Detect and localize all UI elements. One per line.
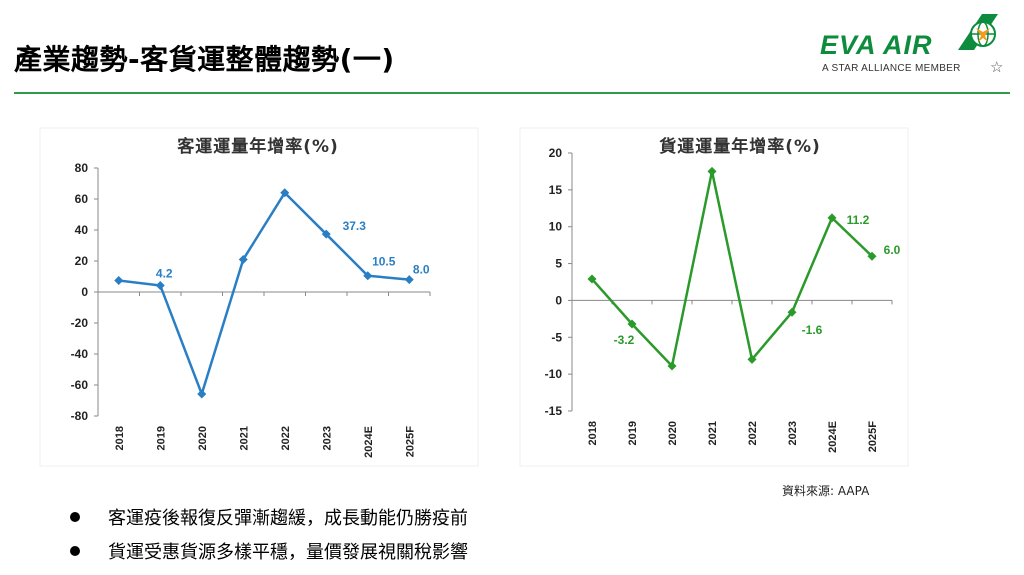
source-note: 資料來源: AAPA: [782, 484, 870, 498]
x-tick-label: 2020: [667, 421, 679, 445]
data-label: 6.0: [884, 243, 901, 257]
y-tick-label: -15: [545, 404, 563, 418]
series-line: [118, 191, 410, 396]
data-point: [363, 271, 373, 281]
x-tick-label: 2024E: [827, 421, 839, 453]
x-tick-label: 2023: [787, 421, 799, 445]
data-label: 8.0: [413, 263, 430, 277]
data-point: [667, 361, 677, 371]
data-point: [321, 229, 331, 239]
bullet-text: 貨運受惠貨源多樣平穩，量價發展視關稅影響: [108, 542, 468, 563]
data-point: [707, 166, 717, 176]
x-tick-label: 2018: [114, 426, 126, 450]
bullet-item: 客運疫後報復反彈漸趨緩，成長動能仍勝疫前: [70, 500, 468, 534]
x-tick-label: 2023: [321, 426, 333, 450]
bullet-item: 貨運受惠貨源多樣平穩，量價發展視關稅影響: [70, 534, 468, 568]
bullet-list: 客運疫後報復反彈漸趨緩，成長動能仍勝疫前 貨運受惠貨源多樣平穩，量價發展視關稅影…: [70, 500, 468, 568]
y-tick-label: -80: [71, 409, 89, 423]
bullet-text: 客運疫後報復反彈漸趨緩，成長動能仍勝疫前: [108, 508, 468, 529]
header-divider: [14, 92, 1010, 94]
y-tick-label: -10: [545, 367, 563, 381]
star-alliance-icon: ☆: [990, 58, 1004, 76]
cargo-growth-chart: 貨運運量年增率(%) -15 -10 -5 0 5 10 15 20 2018 2019 2020 20…: [519, 127, 909, 467]
x-tick-label: 2021: [707, 421, 719, 445]
y-tick-label: 10: [549, 220, 563, 234]
bullet-dot-icon: [70, 512, 80, 522]
data-point: [404, 275, 414, 285]
series-line: [591, 170, 873, 368]
y-tick-label: -20: [71, 316, 89, 330]
x-tick-label: 2019: [155, 426, 167, 450]
data-label: 11.2: [847, 213, 870, 227]
x-tick-label: 2024E: [363, 426, 375, 458]
logo-tagline: A STAR ALLIANCE MEMBER: [822, 63, 961, 74]
x-tick-label: 2025F: [404, 426, 416, 457]
data-label: -1.6: [802, 323, 823, 337]
x-tick-label: 2018: [587, 421, 599, 445]
y-tick-label: 5: [555, 257, 562, 271]
y-tick-label: 80: [75, 161, 89, 175]
data-point: [155, 280, 165, 290]
data-label: 10.5: [372, 255, 396, 269]
y-tick-label: 20: [549, 146, 563, 160]
x-tick-label: 2021: [238, 426, 250, 450]
data-point: [827, 213, 837, 223]
data-label: 4.2: [156, 266, 173, 280]
y-tick-label: 0: [81, 285, 88, 299]
y-tick-label: -5: [551, 330, 562, 344]
data-point: [627, 319, 637, 329]
y-tick-label: 40: [75, 223, 89, 237]
data-point: [280, 188, 290, 198]
data-point: [114, 276, 124, 286]
chart-panel: [39, 127, 479, 467]
eva-globe-icon: [958, 14, 998, 50]
y-tick-label: -60: [71, 378, 89, 392]
x-tick-label: 2020: [197, 426, 209, 450]
bullet-dot-icon: [70, 546, 80, 556]
x-tick-label: 2025F: [867, 421, 879, 452]
chart-title: 客運運量年增率(%): [176, 136, 339, 157]
y-tick-label: 15: [549, 183, 563, 197]
x-tick-label: 2022: [747, 421, 759, 445]
page-title: 產業趨勢-客貨運整體趨勢(一): [14, 43, 395, 76]
chart-title: 貨運運量年增率(%): [659, 136, 821, 157]
data-label: -3.2: [614, 333, 635, 347]
data-point: [787, 307, 797, 317]
x-tick-label: 2019: [627, 421, 639, 445]
data-point: [238, 254, 248, 264]
data-point: [587, 274, 597, 284]
logo-wordmark: EVA AIR: [820, 30, 933, 60]
data-point: [197, 389, 207, 399]
data-point: [867, 251, 877, 261]
data-point: [747, 354, 757, 364]
y-tick-label: -40: [71, 347, 89, 361]
y-tick-label: 20: [75, 254, 89, 268]
passenger-growth-chart: 客運運量年增率(%) -80 -60 -40 -20 0 20 40 60 80 2018 2019 2…: [39, 127, 479, 467]
y-tick-label: 0: [555, 293, 562, 307]
y-tick-label: 60: [75, 192, 89, 206]
eva-air-logo: EVA AIR A STAR ALLIANCE MEMBER ☆: [820, 12, 1010, 82]
x-tick-label: 2022: [280, 426, 292, 450]
data-label: 37.3: [343, 219, 367, 233]
